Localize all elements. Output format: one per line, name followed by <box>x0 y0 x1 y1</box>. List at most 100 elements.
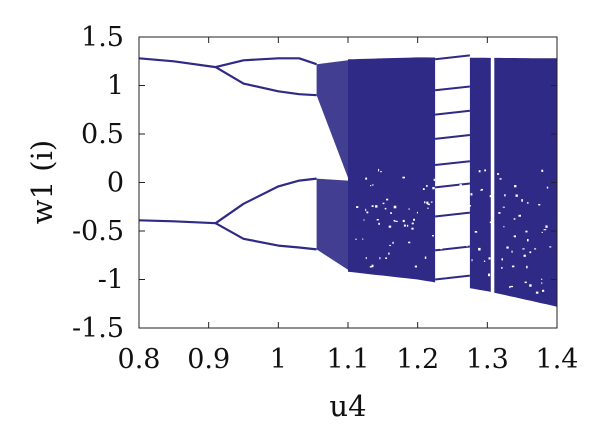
chaos-speckle <box>430 201 433 203</box>
chaos-speckle <box>469 205 471 207</box>
chaos-speckle <box>541 282 543 284</box>
chaos-speckle <box>455 196 458 198</box>
transition-wedge <box>316 60 348 178</box>
chaos-speckle <box>489 195 492 198</box>
chaos-speckle <box>440 173 443 176</box>
chaos-speckle <box>411 227 414 230</box>
chaos-speckle <box>545 225 548 228</box>
chaos-speckle <box>440 270 444 273</box>
chaos-speckle <box>363 219 365 221</box>
x-tick-label: 1.3 <box>466 344 509 375</box>
chaos-speckle <box>449 237 451 239</box>
chaos-speckle <box>393 205 397 209</box>
chaos-speckle <box>546 186 549 189</box>
periodic-orbit-line <box>434 134 471 140</box>
bifurcation-branch <box>138 219 216 225</box>
chaos-speckle <box>372 184 374 186</box>
chaos-speckle <box>376 219 379 221</box>
chaos-speckle <box>362 238 364 240</box>
periodic-orbit-line <box>434 211 471 218</box>
chaos-speckle <box>413 218 415 221</box>
chaos-speckle <box>534 248 537 250</box>
bifurcation-branch <box>215 66 317 97</box>
chaos-speckle <box>379 257 381 260</box>
chaos-speckle <box>509 286 511 289</box>
chaos-speckle <box>549 246 552 248</box>
chaos-speckle <box>385 257 387 259</box>
chaos-speckle <box>529 251 532 254</box>
x-tick-label: 1.2 <box>396 344 439 375</box>
chaos-speckle <box>440 233 443 236</box>
chaos-speckle <box>393 219 396 222</box>
chaos-speckle <box>483 260 486 262</box>
chaos-speckle <box>378 222 380 225</box>
chaos-speckle <box>504 194 506 197</box>
chaos-speckle <box>371 264 374 268</box>
chaos-speckle <box>445 276 447 278</box>
chaos-speckle <box>480 189 482 191</box>
chaos-speckle <box>403 224 406 227</box>
chaos-speckle <box>471 259 473 262</box>
chaos-speckle <box>513 218 516 220</box>
chaos-speckle <box>463 176 466 178</box>
y-tick-labels: 1.5 1 0.5 0 -0.5 -1 -1.5 <box>72 22 124 344</box>
chaos-speckle <box>422 188 425 190</box>
chaos-speckle <box>518 214 521 217</box>
chaos-speckle <box>465 233 468 235</box>
y-tick-label: 1.5 <box>81 22 124 53</box>
chaos-speckle <box>488 273 491 277</box>
chaos-speckle <box>499 178 502 180</box>
chaos-speckle <box>514 185 517 188</box>
y-axis-label: w1 (i) <box>25 140 59 224</box>
transition-wedge <box>316 178 348 270</box>
chaos-speckle <box>424 201 426 204</box>
chaos-speckle <box>402 219 405 223</box>
chaos-speckle <box>452 270 454 274</box>
chaos-speckle <box>444 194 447 197</box>
chaos-speckle <box>541 278 543 280</box>
x-tick-labels: 0.8 0.9 1 1.1 1.2 1.3 1.4 <box>118 344 579 375</box>
chaos-speckle <box>527 239 529 242</box>
data-layer <box>138 37 557 328</box>
chaos-speckle <box>543 229 547 231</box>
chaos-speckle <box>522 248 525 250</box>
chaos-speckle <box>502 206 505 208</box>
chaos-speckle <box>484 169 487 172</box>
bifurcation-branch <box>214 177 317 225</box>
chaos-speckle <box>392 241 394 244</box>
bifurcation-branch <box>138 57 216 69</box>
chaos-speckle <box>454 251 456 254</box>
chaos-speckle <box>390 212 392 214</box>
chaos-speckle <box>375 205 378 208</box>
x-axis-label: u4 <box>329 389 366 423</box>
chaos-speckle <box>521 199 523 202</box>
chaos-speckle <box>435 208 437 210</box>
chaos-speckle <box>356 206 359 208</box>
chaos-speckle <box>455 242 457 245</box>
y-tick-label: -1 <box>98 265 124 296</box>
tick-marks <box>138 36 558 329</box>
chaos-speckle <box>378 168 380 172</box>
chaos-speckle <box>501 267 503 269</box>
chaos-speckle <box>416 211 418 214</box>
chaos-speckle <box>408 208 410 210</box>
chaos-speckle <box>370 185 372 187</box>
chaos-speckle <box>526 265 528 269</box>
x-tick-label: 0.8 <box>118 344 161 375</box>
chaos-speckle <box>432 235 434 237</box>
chaos-speckle <box>365 257 367 260</box>
chaos-speckle <box>408 241 411 244</box>
chaos-speckle <box>435 255 437 259</box>
chaos-speckle <box>389 244 392 246</box>
chaos-speckle <box>426 185 428 187</box>
y-tick-label: 0.5 <box>81 119 124 150</box>
chaos-speckle <box>466 245 468 247</box>
y-tick-label: 0 <box>107 168 124 199</box>
chaos-speckle <box>427 207 429 209</box>
bifurcation-branch <box>215 222 317 251</box>
chaos-speckle <box>426 201 429 205</box>
chaos-speckle <box>474 231 478 233</box>
chaos-speckle <box>459 184 462 187</box>
chaos-speckle <box>535 291 539 294</box>
